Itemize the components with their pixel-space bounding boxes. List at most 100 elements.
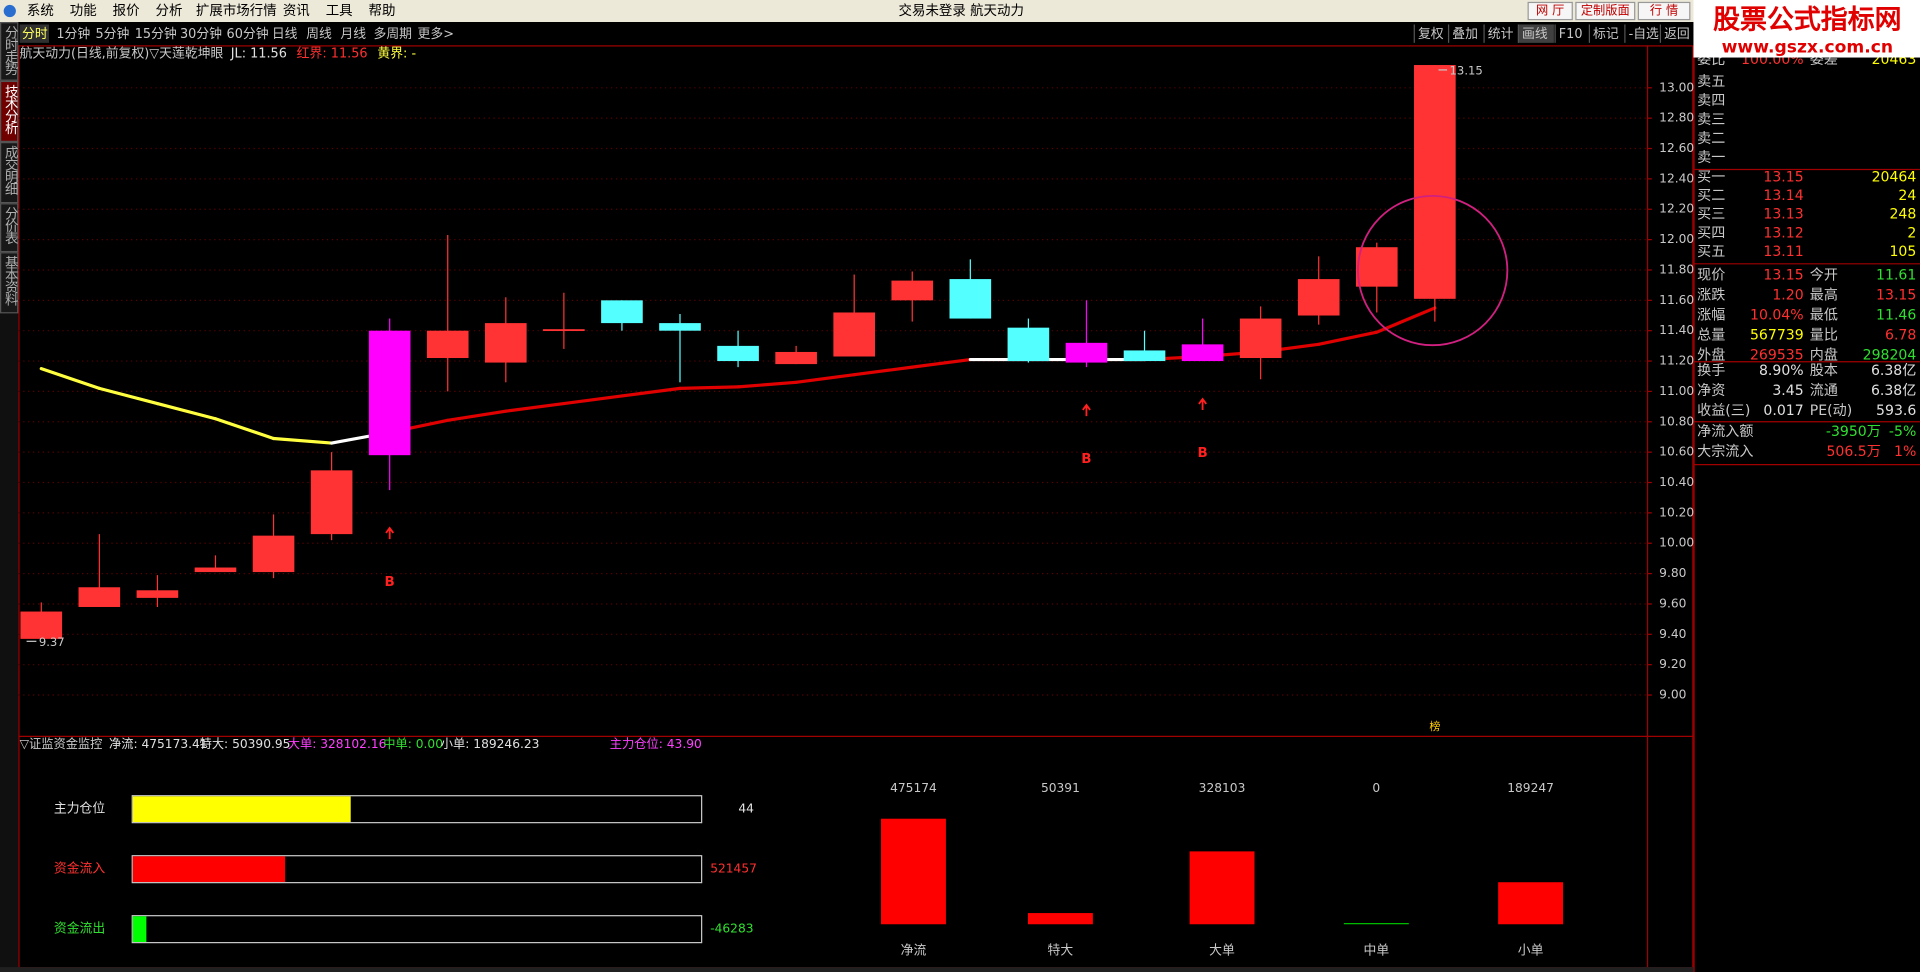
- period-tab[interactable]: 30分钟: [180, 26, 222, 42]
- top-button[interactable]: 行 情: [1650, 4, 1678, 18]
- watermark-bg: [1693, 0, 1920, 58]
- quote-value: -5%: [1889, 424, 1916, 440]
- candle-body: [891, 280, 934, 301]
- indicator-value: 小单: 189246.23: [441, 737, 540, 751]
- quote-value: 13.14: [1763, 188, 1803, 204]
- tool-button[interactable]: F10: [1559, 27, 1583, 42]
- quote-value: 8.90%: [1759, 363, 1804, 379]
- app-icon: [3, 4, 16, 18]
- y-tick-label: 9.20: [1659, 657, 1686, 671]
- quote-value: 24: [1898, 188, 1916, 204]
- quote-label: 买三: [1697, 207, 1725, 223]
- highlight-circle: [1357, 194, 1509, 347]
- top-button[interactable]: 定制版面: [1581, 3, 1630, 18]
- tool-button[interactable]: 叠加: [1452, 27, 1478, 42]
- tool-button[interactable]: 画线: [1522, 27, 1548, 42]
- candle-body: [252, 535, 295, 573]
- bar-value: 328103: [1199, 781, 1246, 795]
- quote-value: 13.13: [1763, 207, 1803, 223]
- active-tab-bg: [19, 24, 49, 43]
- hbar-label: 资金流入: [54, 861, 106, 877]
- menu-bar: [0, 0, 1920, 23]
- quote-value: 105: [1889, 244, 1916, 260]
- hbar-value: -46283: [710, 922, 753, 936]
- menu-item[interactable]: 分析: [156, 3, 183, 19]
- candle-body: [1414, 65, 1456, 299]
- watermark-url: www.gszx.com.cn: [1722, 38, 1893, 58]
- y-tick-label: 11.40: [1659, 323, 1694, 337]
- quote-label: 净流入额: [1697, 424, 1753, 440]
- signal-label: B: [1197, 446, 1207, 461]
- tool-button[interactable]: 复权: [1418, 26, 1444, 42]
- period-tab[interactable]: 1分钟: [56, 26, 90, 42]
- top-button[interactable]: 网 厅: [1536, 4, 1564, 18]
- period-tab[interactable]: 更多>: [418, 27, 454, 42]
- period-tab[interactable]: 日线: [272, 27, 298, 42]
- candle-body: [659, 323, 701, 331]
- side-tab[interactable]: 分时走势: [2, 26, 19, 78]
- side-tab-bg: [0, 142, 19, 204]
- candle-body: [1065, 342, 1108, 363]
- tool-button[interactable]: 标记: [1593, 27, 1619, 42]
- tool-button[interactable]: 返回: [1664, 27, 1690, 42]
- quote-label: 卖二: [1697, 131, 1725, 147]
- trend-line-segment: [678, 385, 740, 390]
- trend-line-segment: [1317, 330, 1379, 346]
- quote-value: 248: [1889, 207, 1916, 223]
- quote-value: 3.45: [1772, 383, 1803, 399]
- signal-label: B: [385, 575, 395, 590]
- quote-label: 净资: [1697, 383, 1725, 399]
- hbar-value: 44: [738, 802, 754, 816]
- y-tick-label: 10.40: [1659, 475, 1694, 489]
- side-tab[interactable]: 基本资料: [2, 255, 19, 307]
- top-button-bg: [1637, 1, 1691, 21]
- menu-item[interactable]: 系统: [27, 3, 54, 19]
- max-label: 13.15: [1450, 64, 1483, 78]
- side-tab[interactable]: 成交明细: [2, 146, 19, 197]
- min-label: 9.37: [39, 635, 65, 649]
- tool-button[interactable]: 统计: [1488, 27, 1514, 42]
- y-tick-label: 11.20: [1659, 354, 1694, 368]
- period-tab[interactable]: 60分钟: [227, 26, 269, 42]
- menu-item[interactable]: 帮助: [369, 3, 396, 19]
- menu-item[interactable]: 功能: [70, 3, 97, 19]
- y-tick-label: 9.40: [1659, 627, 1686, 641]
- x-tick-label: 特大: [1048, 944, 1074, 959]
- hbar: [132, 796, 351, 823]
- candle-body: [1297, 279, 1340, 316]
- y-tick-label: 12.00: [1659, 232, 1694, 246]
- quote-value: 593.6: [1876, 403, 1916, 419]
- quote-value: 6.38亿: [1871, 363, 1916, 379]
- period-tab[interactable]: 周线: [306, 27, 332, 42]
- tool-button[interactable]: -自选: [1629, 27, 1659, 42]
- period-tab[interactable]: 多周期: [373, 27, 412, 42]
- y-tick-label: 9.00: [1659, 688, 1686, 702]
- trend-line-segment: [271, 436, 334, 445]
- menu-item[interactable]: 报价: [113, 3, 140, 19]
- period-tab[interactable]: 5分钟: [96, 26, 130, 42]
- period-tab[interactable]: 分时: [22, 27, 48, 42]
- menu-item[interactable]: 扩展市场行情: [196, 2, 277, 19]
- y-tick-label: 10.20: [1659, 505, 1694, 519]
- hbar: [132, 856, 286, 883]
- menu-item[interactable]: 工具: [326, 4, 353, 19]
- quote-label: 外盘: [1697, 346, 1725, 363]
- candle-body: [601, 300, 643, 324]
- bar-value: 189247: [1507, 781, 1554, 795]
- bar: [881, 818, 946, 925]
- panel-title: ▽证监资金监控: [20, 736, 103, 751]
- y-tick-label: 10.00: [1659, 536, 1694, 550]
- y-tick-label: 11.00: [1659, 384, 1694, 398]
- quote-label: 现价: [1697, 267, 1725, 283]
- period-tab[interactable]: 15分钟: [135, 26, 177, 42]
- period-tab[interactable]: 月线: [340, 27, 366, 42]
- bar: [1498, 882, 1564, 925]
- side-tab[interactable]: 技术分析: [2, 84, 19, 135]
- watermark: 股票公式指标网 www.gszx.com.cn: [1693, 0, 1920, 58]
- trend-line-segment: [213, 417, 276, 441]
- side-tab[interactable]: 分价表: [2, 207, 19, 245]
- menu-item[interactable]: 资讯: [283, 3, 310, 19]
- indicator-value: 黄界: -: [377, 46, 416, 61]
- candle-body: [949, 279, 992, 319]
